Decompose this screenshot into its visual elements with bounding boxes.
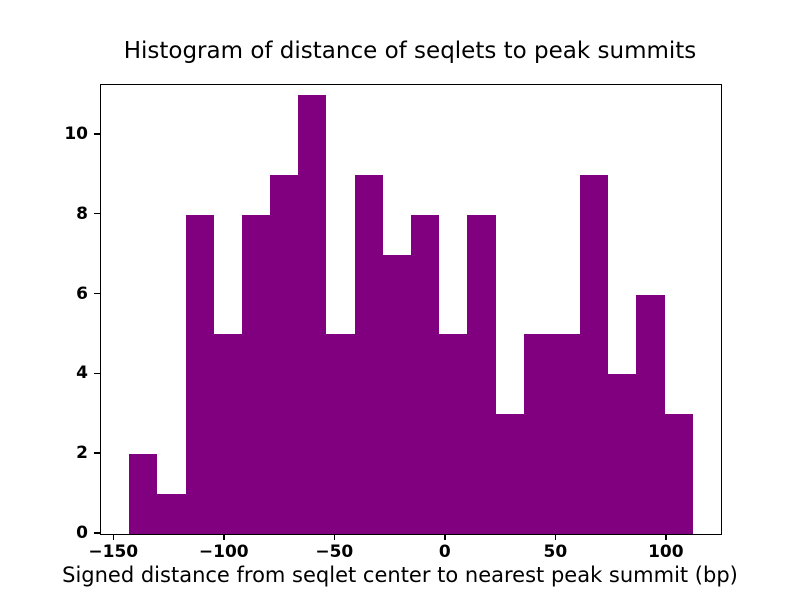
x-tick-mark bbox=[112, 534, 114, 540]
y-tick-label: 10 bbox=[64, 123, 88, 144]
histogram-bar bbox=[608, 374, 637, 534]
histogram-bar bbox=[298, 94, 327, 534]
histogram-bar bbox=[270, 174, 299, 534]
x-tick-label: −150 bbox=[88, 542, 139, 562]
x-tick-mark bbox=[554, 534, 557, 540]
histogram-bar bbox=[326, 334, 355, 534]
histogram-bar bbox=[185, 214, 214, 534]
y-tick-label: 0 bbox=[76, 523, 88, 543]
y-tick-mark bbox=[94, 292, 100, 295]
x-tick-label: 0 bbox=[438, 542, 451, 562]
histogram-bar bbox=[439, 334, 468, 534]
y-tick-mark bbox=[94, 532, 100, 534]
x-tick-mark bbox=[223, 534, 225, 540]
x-tick-mark bbox=[444, 534, 446, 540]
histogram-bar bbox=[580, 174, 609, 534]
x-tick-mark bbox=[665, 534, 667, 540]
x-tick-label: 50 bbox=[543, 542, 568, 562]
y-tick-label: 4 bbox=[76, 363, 88, 384]
y-tick-label: 2 bbox=[76, 443, 88, 464]
y-tick-mark bbox=[94, 212, 100, 215]
histogram-bar bbox=[411, 214, 440, 534]
x-tick-label: 100 bbox=[648, 542, 684, 562]
histogram-bar bbox=[523, 334, 552, 534]
y-tick-mark bbox=[94, 452, 100, 454]
histogram-bar bbox=[382, 254, 411, 534]
y-tick-mark bbox=[94, 372, 100, 375]
histogram-bar bbox=[241, 214, 271, 534]
x-axis-label: Signed distance from seqlet center to ne… bbox=[62, 563, 738, 587]
plot-area bbox=[100, 84, 722, 535]
histogram-bar bbox=[551, 334, 581, 534]
histogram-bar bbox=[636, 294, 665, 534]
x-tick-label: −50 bbox=[315, 542, 354, 562]
chart-title: Histogram of distance of seqlets to peak… bbox=[123, 38, 697, 64]
histogram-bar bbox=[664, 414, 693, 534]
histogram-bar bbox=[467, 214, 496, 534]
histogram-bar bbox=[495, 414, 524, 534]
y-tick-label: 8 bbox=[76, 203, 88, 224]
y-tick-label: 6 bbox=[76, 283, 88, 304]
x-tick-mark bbox=[333, 534, 336, 540]
histogram-bar bbox=[129, 454, 158, 534]
histogram-bar bbox=[213, 334, 242, 534]
histogram-bar bbox=[157, 494, 186, 534]
x-tick-label: −100 bbox=[198, 542, 249, 562]
y-tick-mark bbox=[94, 133, 100, 135]
histogram-bar bbox=[354, 174, 383, 534]
